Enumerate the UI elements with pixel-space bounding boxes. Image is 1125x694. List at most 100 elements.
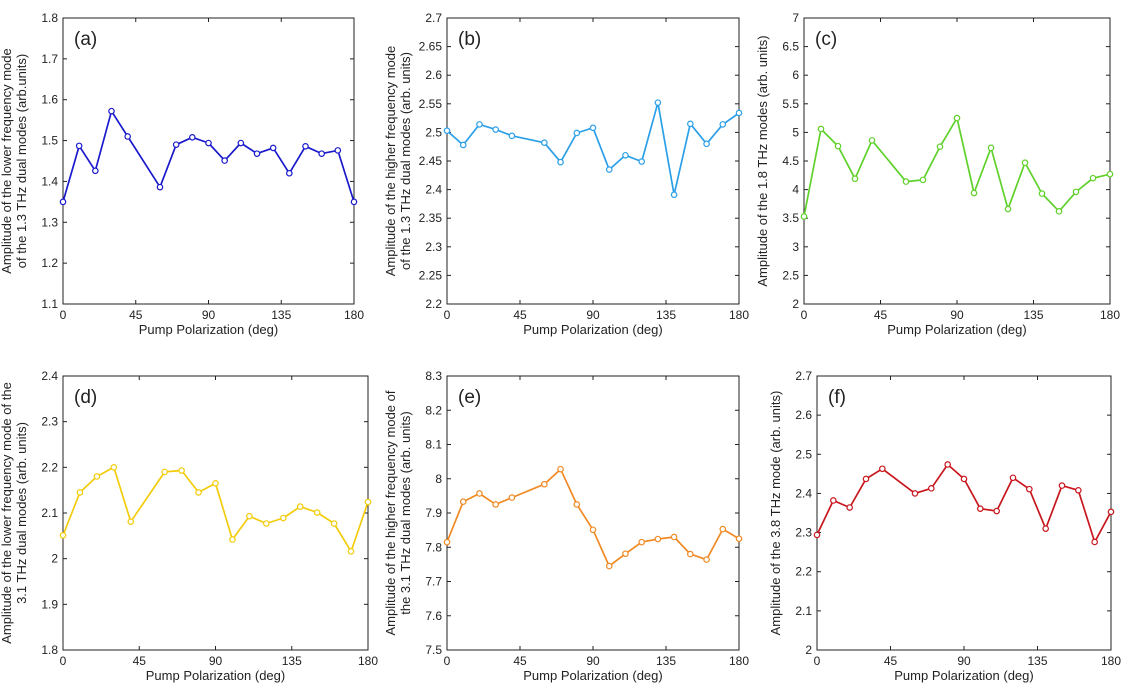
chart-panel-5: 7.5 7.6 7.7 7.8 7.9 8 8.1 8.2 8.3 0 45 90 135 180 Pump… bbox=[383, 369, 749, 683]
data-point bbox=[1038, 190, 1046, 197]
y-tick-label: 2.7 bbox=[795, 369, 812, 383]
data-point bbox=[638, 158, 645, 165]
data-point bbox=[161, 468, 168, 476]
data-point bbox=[687, 120, 694, 128]
data-point bbox=[172, 141, 180, 148]
data-point bbox=[1107, 508, 1115, 516]
data-point bbox=[334, 147, 342, 154]
data-point bbox=[993, 507, 1000, 515]
data-point bbox=[622, 550, 629, 558]
y-tick-label: 2.4 bbox=[41, 369, 58, 383]
y-tick-label: 7 bbox=[792, 11, 799, 25]
y-tick-label: 5 bbox=[792, 125, 799, 139]
y-tick-label: 8.2 bbox=[425, 403, 442, 417]
y-tick-label: 2.1 bbox=[795, 604, 812, 618]
data-point bbox=[205, 139, 212, 147]
data-point bbox=[178, 467, 185, 474]
x-tick-label: 45 bbox=[874, 308, 888, 322]
y-tick-label: 7.9 bbox=[425, 506, 442, 520]
y-axis-label: Amplitude of the lower frequency mode bbox=[0, 48, 14, 273]
x-axis-label: Pump Polarization (deg) bbox=[146, 668, 285, 683]
y-tick-label: 2.2 bbox=[425, 297, 442, 311]
data-point bbox=[459, 141, 467, 149]
data-point bbox=[459, 498, 467, 505]
data-point bbox=[719, 525, 727, 533]
y-axis-label: of the 1.3 THz dual modes (arb.units) bbox=[14, 54, 29, 268]
y-tick-label: 2.45 bbox=[419, 154, 443, 168]
x-tick-label: 0 bbox=[814, 654, 821, 668]
data-point bbox=[93, 473, 101, 480]
data-point bbox=[1075, 486, 1082, 494]
data-point bbox=[834, 142, 842, 150]
series-line bbox=[446, 101, 740, 196]
chart-panel-6: 2 2.1 2.2 2.3 2.4 2.5 2.6 2.7 0 45 90 135 180 Pump Po… bbox=[768, 369, 1121, 683]
data-point bbox=[977, 505, 984, 512]
y-tick-label: 7.7 bbox=[425, 575, 442, 589]
y-tick-label: 1.4 bbox=[41, 174, 58, 188]
data-point bbox=[1004, 205, 1012, 213]
data-point bbox=[296, 503, 304, 510]
data-point bbox=[573, 501, 581, 508]
data-point bbox=[589, 124, 597, 132]
x-tick-label: 90 bbox=[586, 654, 600, 668]
data-point bbox=[987, 144, 995, 152]
x-tick-label: 180 bbox=[729, 654, 749, 668]
x-tick-label: 135 bbox=[1027, 654, 1047, 668]
x-tick-label: 90 bbox=[950, 308, 964, 322]
data-point bbox=[622, 151, 629, 159]
data-point bbox=[286, 169, 293, 177]
y-tick-label: 2.3 bbox=[795, 526, 812, 540]
x-tick-label: 90 bbox=[586, 308, 600, 322]
x-tick-label: 180 bbox=[358, 654, 378, 668]
panel-label: (d) bbox=[74, 387, 97, 408]
data-point bbox=[92, 167, 99, 175]
data-point bbox=[944, 461, 951, 468]
data-point bbox=[237, 139, 245, 147]
data-point bbox=[269, 144, 277, 152]
data-point bbox=[670, 533, 678, 541]
y-tick-label: 6.5 bbox=[782, 40, 799, 54]
data-point bbox=[1072, 188, 1080, 196]
data-point bbox=[1089, 174, 1097, 182]
series-line bbox=[803, 117, 1111, 217]
plot-frame bbox=[62, 375, 369, 651]
x-tick-label: 0 bbox=[801, 308, 808, 322]
y-tick-label: 5.5 bbox=[782, 97, 799, 111]
chart-panel-3: 2 2.5 3 3.5 4 4.5 5 5.5 6 6.5 7 0 45 90 135 180 Pump Pol… bbox=[755, 11, 1120, 337]
data-point bbox=[813, 531, 821, 539]
y-tick-label: 2.55 bbox=[419, 97, 443, 111]
data-point bbox=[364, 498, 372, 506]
x-tick-label: 135 bbox=[656, 654, 676, 668]
data-point bbox=[830, 497, 837, 504]
data-point bbox=[703, 140, 710, 148]
data-point bbox=[195, 489, 202, 496]
data-point bbox=[59, 198, 67, 206]
y-tick-label: 8.1 bbox=[425, 438, 442, 452]
data-point bbox=[443, 538, 451, 546]
y-tick-label: 4.5 bbox=[782, 154, 799, 168]
y-tick-label: 8 bbox=[435, 472, 442, 486]
x-tick-label: 45 bbox=[513, 308, 527, 322]
y-tick-label: 2.5 bbox=[782, 268, 799, 282]
data-point bbox=[735, 535, 743, 542]
data-point bbox=[263, 520, 270, 527]
data-point bbox=[605, 166, 613, 173]
data-point bbox=[851, 175, 859, 183]
x-axis-label: Pump Polarization (deg) bbox=[894, 668, 1033, 683]
y-axis-label: 3.1 THz dual modes (arb. units) bbox=[14, 422, 29, 604]
y-tick-label: 2.2 bbox=[41, 460, 58, 474]
data-point bbox=[670, 191, 678, 199]
plot-frame bbox=[446, 17, 740, 305]
data-point bbox=[279, 514, 287, 522]
data-point bbox=[735, 109, 743, 117]
y-axis-label: Amplitude of the 1.8 THz modes (arb. uni… bbox=[755, 35, 770, 286]
data-point bbox=[703, 556, 710, 563]
data-point bbox=[347, 548, 355, 555]
plot-frame bbox=[62, 17, 355, 305]
data-point bbox=[75, 142, 83, 150]
y-tick-label: 2.5 bbox=[425, 125, 442, 139]
data-point bbox=[508, 494, 516, 501]
y-axis-label: Amplitude of the higher frequency mode bbox=[383, 46, 398, 277]
data-point bbox=[1106, 170, 1114, 178]
data-point bbox=[719, 121, 727, 128]
